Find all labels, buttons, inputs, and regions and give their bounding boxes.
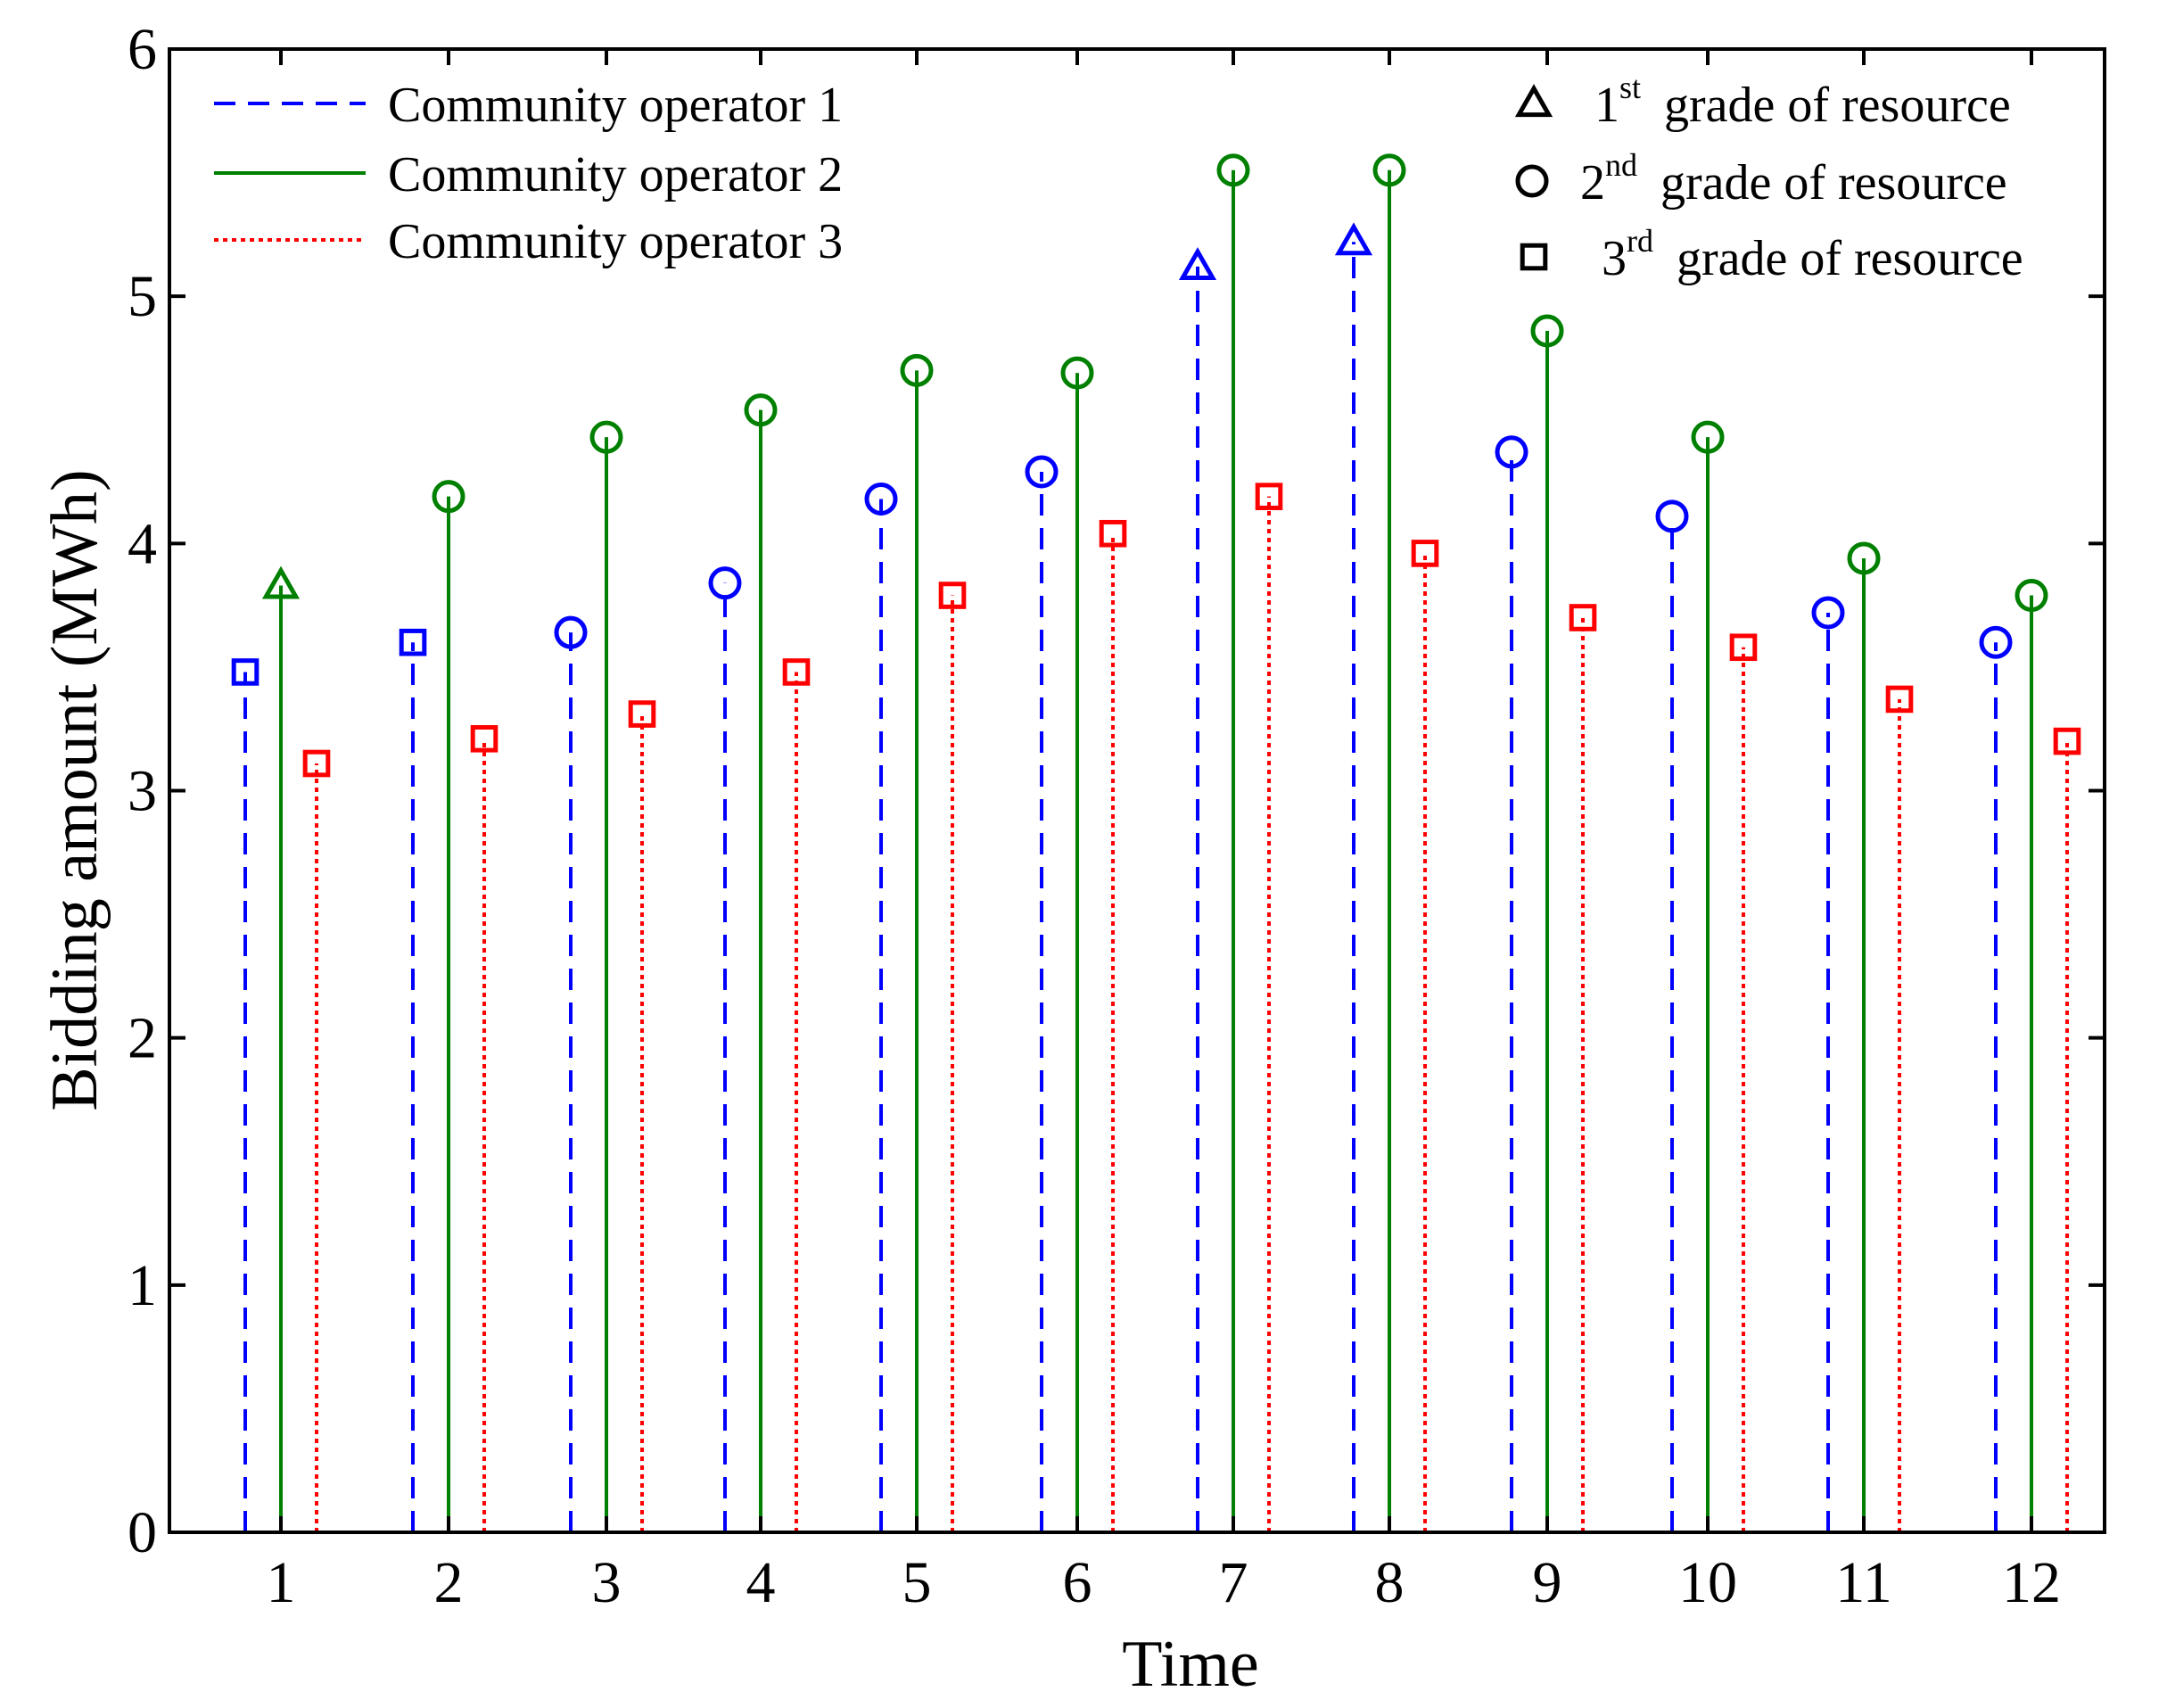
marker-operator-3-t1 (302, 749, 331, 778)
y-tick-label: 1 (128, 1253, 157, 1318)
y-tick-label: 6 (128, 17, 157, 82)
series-legend: Community operator 1 Community operator 2… (214, 78, 843, 269)
marker-operator-1-t3 (554, 615, 588, 649)
marker-operator-1-t2 (399, 628, 427, 656)
grade-text: grade of resource (1664, 78, 2011, 133)
y-tick-label: 4 (128, 511, 157, 576)
grade-number: 2 (1580, 155, 1605, 210)
legend-square-icon (1520, 243, 1548, 271)
legend-grade-2-label: 2nd grade of resource (1580, 147, 2007, 210)
x-tick-label: 4 (746, 1550, 776, 1615)
legend-triangle-icon (1514, 84, 1553, 118)
x-tick-label: 3 (592, 1550, 622, 1615)
marker-operator-2-t2 (432, 480, 466, 514)
marker-operator-3-t4 (782, 658, 811, 686)
grade-text: grade of resource (1677, 231, 2023, 286)
marker-operator-2-t11 (1847, 541, 1881, 575)
marker-operator-1-t4 (708, 566, 742, 600)
marker-operator-2-t1 (261, 565, 301, 599)
marker-operator-2-t6 (1060, 356, 1094, 390)
grade-ordinal-suffix: rd (1627, 223, 1653, 259)
marker-operator-3-t6 (1099, 519, 1127, 548)
marker-operator-1-t6 (1025, 455, 1059, 489)
x-tick-label: 5 (902, 1550, 932, 1615)
marker-operator-1-t10 (1655, 499, 1689, 533)
marker-operator-1-t7 (1178, 247, 1217, 281)
marker-operator-3-t12 (2053, 727, 2081, 755)
grade-ordinal-suffix: nd (1605, 147, 1637, 183)
x-tick-label: 12 (2002, 1550, 2061, 1615)
y-tick-label: 2 (128, 1006, 157, 1071)
marker-operator-3-t9 (1569, 604, 1597, 631)
marker-operator-2-t8 (1372, 153, 1406, 187)
legend-label-operator-3: Community operator 3 (388, 214, 843, 269)
marker-operator-1-t11 (1811, 596, 1845, 630)
marker-operator-2-t7 (1216, 153, 1250, 187)
marker-operator-3-t2 (470, 724, 498, 753)
marker-operator-3-t8 (1411, 540, 1439, 567)
legend-label-operator-2: Community operator 2 (388, 147, 843, 202)
marker-operator-1-t12 (1979, 625, 2013, 659)
marker-legend: 1st grade of resource 2nd grade of resource… (1514, 70, 2023, 286)
marker-operator-1-t5 (864, 482, 898, 516)
marker-operator-3-t7 (1255, 483, 1283, 510)
y-axis-title: Bidding amount (MWh) (38, 469, 111, 1110)
x-tick-label: 11 (1835, 1550, 1892, 1615)
marker-operator-1-t9 (1495, 435, 1528, 469)
marker-operator-2-t9 (1530, 314, 1564, 348)
x-tick-label: 1 (267, 1550, 296, 1615)
marker-operator-3-t3 (628, 700, 656, 728)
marker-operator-1-t1 (231, 658, 260, 686)
marker-operator-2-t12 (2015, 579, 2048, 613)
marker-operator-2-t10 (1691, 420, 1725, 454)
y-tick-label: 0 (128, 1500, 157, 1565)
grade-text: grade of resource (1660, 155, 2007, 210)
marker-operator-2-t4 (744, 393, 778, 427)
legend-grade-1-label: 1st grade of resource (1594, 70, 2011, 133)
marker-operator-3-t11 (1885, 685, 1914, 714)
legend-circle-icon (1515, 164, 1549, 198)
marker-operator-2-t5 (900, 353, 934, 387)
stems-layer (243, 169, 2069, 1532)
marker-operator-3-t5 (938, 582, 967, 609)
x-axis-title: Time (1122, 1628, 1259, 1701)
x-tick-label: 7 (1219, 1550, 1248, 1615)
grade-ordinal-suffix: st (1619, 70, 1641, 105)
legend-label-operator-1: Community operator 1 (388, 78, 843, 133)
marker-operator-1-t8 (1334, 222, 1373, 256)
x-tick-label: 8 (1375, 1550, 1405, 1615)
marker-operator-3-t10 (1729, 633, 1758, 662)
legend-grade-3-label: 3rd grade of resource (1602, 223, 2023, 286)
x-tick-label: 9 (1533, 1550, 1562, 1615)
grade-number: 3 (1602, 231, 1627, 286)
grade-number: 1 (1594, 78, 1619, 133)
x-tick-label: 6 (1063, 1550, 1092, 1615)
markers-layer (231, 153, 2081, 778)
marker-operator-2-t3 (589, 420, 623, 454)
y-tick-label: 5 (128, 264, 157, 329)
y-tick-label: 3 (128, 759, 157, 824)
x-tick-label: 2 (434, 1550, 464, 1615)
x-tick-label: 10 (1678, 1550, 1737, 1615)
